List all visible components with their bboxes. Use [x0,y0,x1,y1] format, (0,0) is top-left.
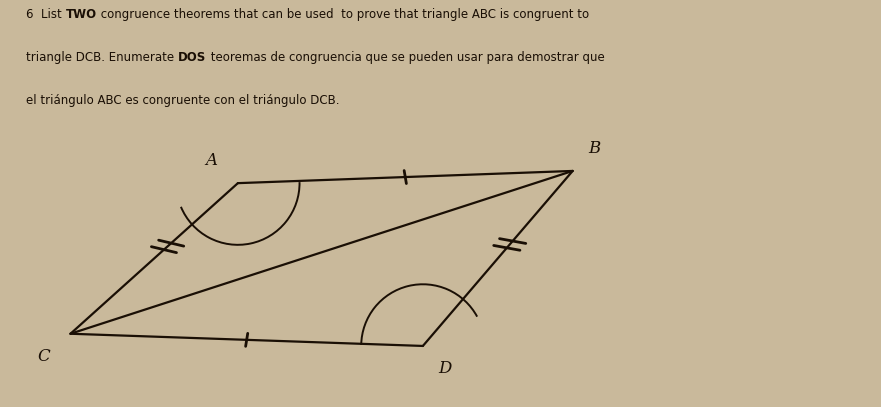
Text: teoremas de congruencia que se pueden usar para demostrar que: teoremas de congruencia que se pueden us… [206,51,604,64]
Text: el triángulo ABC es congruente con el triángulo DCB.: el triángulo ABC es congruente con el tr… [26,94,340,107]
Text: 6  List: 6 List [26,8,66,21]
Text: B: B [589,140,601,157]
Text: DOS: DOS [178,51,206,64]
Text: TWO: TWO [66,8,97,21]
Text: D: D [438,360,452,377]
Text: C: C [38,348,50,365]
Text: triangle DCB. Enumerate: triangle DCB. Enumerate [26,51,178,64]
Text: congruence theorems that can be used  to prove that triangle ABC is congruent to: congruence theorems that can be used to … [97,8,589,21]
Text: A: A [205,152,218,169]
